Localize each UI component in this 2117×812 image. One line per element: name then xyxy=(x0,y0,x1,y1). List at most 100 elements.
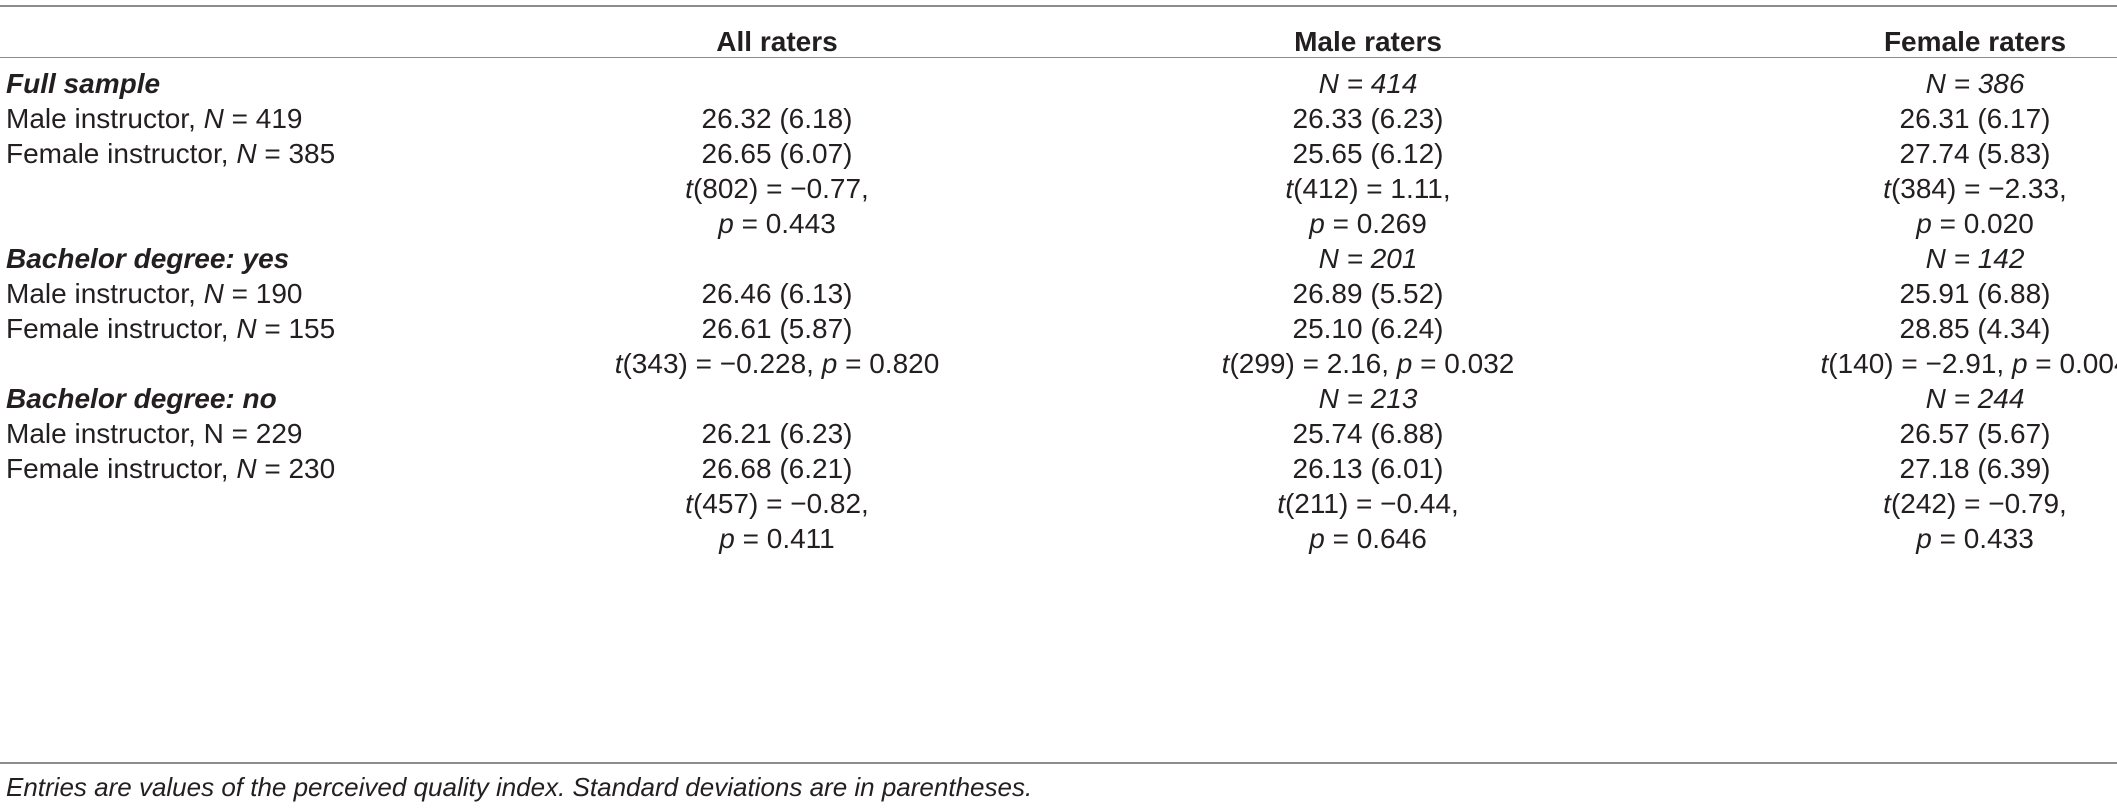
row-label-text: Female instructor, xyxy=(6,453,237,484)
cell-all-raters: 26.68 (6.21) xyxy=(701,453,853,484)
section-row: Full sample N = 414 N = 386 xyxy=(0,60,2117,107)
t-symbol: t xyxy=(1820,348,1829,379)
table-bottom-rule xyxy=(0,762,2117,764)
table-row: Male instructor, N = 229 26.21 (6.23) 25.7… xyxy=(0,410,2117,457)
p-symbol: p xyxy=(719,523,735,554)
row-label-text: Male instructor, xyxy=(6,278,204,309)
table-row: Male instructor, N = 419 26.32 (6.18) 26.3… xyxy=(0,95,2117,142)
t-symbol: t xyxy=(685,173,693,204)
pvalue-female-value: = 0.020 xyxy=(1931,208,2034,239)
cell-male-raters: 25.65 (6.12) xyxy=(1292,138,1444,169)
pvalue-all: p = 0.443 xyxy=(718,200,836,247)
row-n-value: = 230 xyxy=(256,453,336,484)
pvalue-all-value: = 0.411 xyxy=(734,523,835,554)
ttest-row: t(343) = −0.228, p = 0.820 t(299) = 2.16,… xyxy=(0,340,2117,387)
pvalue-all-value: = 0.443 xyxy=(733,208,836,239)
p-symbol: p xyxy=(1309,523,1325,554)
ttest-male-p-value: = 0.032 xyxy=(1412,348,1515,379)
t-symbol: t xyxy=(614,348,623,379)
cell-female-raters: 25.91 (6.88) xyxy=(1899,278,2051,309)
cell-all-raters: 26.32 (6.18) xyxy=(701,103,853,134)
t-symbol: t xyxy=(1277,488,1285,519)
ttest-all-value: (802) = −0.77, xyxy=(692,173,869,204)
ttest-all: t(457) = −0.82, xyxy=(685,480,869,527)
pvalue-male-value: = 0.646 xyxy=(1324,523,1427,554)
section-label: Bachelor degree: yes xyxy=(6,243,290,274)
row-n-value: = 229 xyxy=(223,418,303,449)
p-symbol: p xyxy=(1396,348,1413,379)
ttest-all: t(802) = −0.77, xyxy=(685,165,869,212)
ttest-female-t-value: (140) = −2.91, xyxy=(1828,348,2012,379)
male-raters-n-value: 414 xyxy=(1370,68,1418,99)
p-symbol: p xyxy=(1916,208,1932,239)
pvalue-all: p = 0.411 xyxy=(719,515,834,562)
row-n-symbol: N xyxy=(203,418,224,449)
row-label: Male instructor, N = 419 xyxy=(6,95,303,142)
cell-all-raters: 26.61 (5.87) xyxy=(701,313,853,344)
section-row: Bachelor degree: no N = 213 N = 244 xyxy=(0,375,2117,422)
ttest-all: t(343) = −0.228, p = 0.820 xyxy=(615,340,940,387)
header-male-raters: Male raters xyxy=(1294,26,1442,57)
table-footnote: Entries are values of the perceived qual… xyxy=(6,772,1033,802)
ttest-female: t(384) = −2.33, xyxy=(1883,165,2067,212)
pvalue-row: p = 0.443 p = 0.269 p = 0.020 xyxy=(0,200,2117,247)
row-label-text: Female instructor, xyxy=(6,313,237,344)
cell-male-raters: 26.33 (6.23) xyxy=(1292,103,1444,134)
row-n-symbol: N xyxy=(203,103,224,134)
row-label: Male instructor, N = 190 xyxy=(6,270,303,317)
ttest-row: t(457) = −0.82, t(211) = −0.44, t(242) = −… xyxy=(0,480,2117,527)
ttest-male-value: (211) = −0.44, xyxy=(1284,488,1459,519)
ttest-all-p-value: = 0.820 xyxy=(837,348,940,379)
ttest-female: t(140) = −2.91, p = 0.004 xyxy=(1820,340,2117,387)
row-label: Female instructor, N = 155 xyxy=(6,305,335,352)
table-header-row: All raters Male raters Female raters xyxy=(0,18,2117,65)
t-symbol: t xyxy=(1221,348,1230,379)
pvalue-male: p = 0.646 xyxy=(1309,515,1427,562)
female-raters-n: N = 142 xyxy=(1925,243,2025,274)
ttest-female: t(242) = −0.79, xyxy=(1883,480,2067,527)
pvalue-female: p = 0.433 xyxy=(1916,515,2034,562)
row-label-text: Male instructor, xyxy=(6,418,204,449)
header-female-raters: Female raters xyxy=(1883,26,2067,57)
row-label-text: Female instructor, xyxy=(6,138,237,169)
section-label: Bachelor degree: no xyxy=(6,383,277,414)
row-n-value: = 155 xyxy=(256,313,336,344)
ttest-female-value: (242) = −0.79, xyxy=(1890,488,2067,519)
cell-female-raters: 26.57 (5.67) xyxy=(1899,418,2051,449)
ttest-male: t(412) = 1.11, xyxy=(1285,165,1450,212)
t-symbol: t xyxy=(685,488,693,519)
row-n-value: = 190 xyxy=(223,278,303,309)
pvalue-female-value: = 0.433 xyxy=(1931,523,2034,554)
t-symbol: t xyxy=(1883,488,1891,519)
table-row: Female instructor, N = 385 26.65 (6.07) 25… xyxy=(0,130,2117,177)
row-label: Male instructor, N = 229 xyxy=(6,410,303,457)
row-label: Female instructor, N = 385 xyxy=(6,130,335,177)
female-raters-n: N = 244 xyxy=(1925,383,2025,414)
row-n-symbol: N xyxy=(236,138,257,169)
male-raters-n: N = 213 xyxy=(1318,383,1418,414)
row-n-symbol: N xyxy=(236,453,257,484)
header-all-raters: All raters xyxy=(716,26,838,57)
ttest-row: t(802) = −0.77, t(412) = 1.11, t(384) = −2… xyxy=(0,165,2117,212)
section-label: Full sample xyxy=(6,68,161,99)
cell-male-raters: 25.10 (6.24) xyxy=(1292,313,1444,344)
p-symbol: p xyxy=(821,348,838,379)
cell-male-raters: 25.74 (6.88) xyxy=(1292,418,1444,449)
table-row: Female instructor, N = 155 26.61 (5.87) 25… xyxy=(0,305,2117,352)
ttest-female-value: (384) = −2.33, xyxy=(1890,173,2067,204)
female-raters-n: N = 386 xyxy=(1925,68,2025,99)
cell-all-raters: 26.21 (6.23) xyxy=(701,418,853,449)
row-n-symbol: N xyxy=(203,278,224,309)
row-n-value: = 419 xyxy=(223,103,303,134)
table-row: Male instructor, N = 190 26.46 (6.13) 26.8… xyxy=(0,270,2117,317)
row-label-text: Male instructor, xyxy=(6,103,204,134)
pvalue-male: p = 0.269 xyxy=(1309,200,1427,247)
t-symbol: t xyxy=(1883,173,1891,204)
pvalue-row: p = 0.411 p = 0.646 p = 0.433 xyxy=(0,515,2117,562)
table-top-rule xyxy=(0,5,2117,7)
p-symbol: p xyxy=(718,208,734,239)
ttest-male: t(211) = −0.44, xyxy=(1277,480,1459,527)
row-label: Female instructor, N = 230 xyxy=(6,445,335,492)
header-rule xyxy=(0,57,2117,58)
pvalue-female: p = 0.020 xyxy=(1916,200,2034,247)
